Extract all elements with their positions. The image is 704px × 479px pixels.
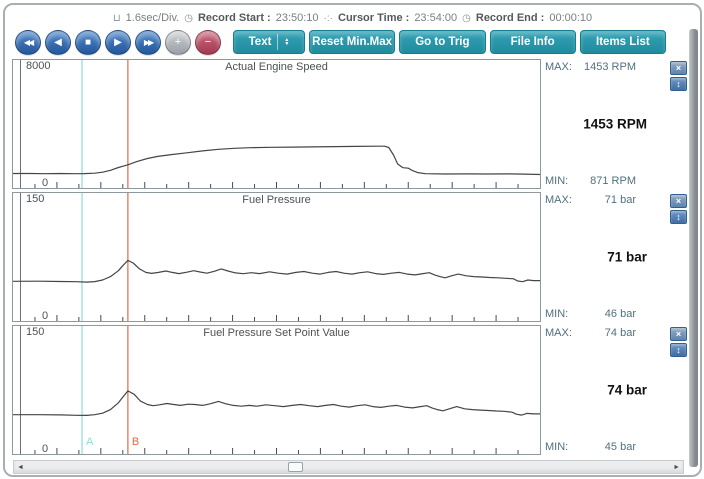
fuel-pressure-plot[interactable] — [13, 193, 540, 321]
y-axis-zero-label: 0 — [42, 177, 49, 189]
stop-icon: ■ — [84, 36, 92, 48]
reset-minmax-button[interactable]: Reset Min.Max — [309, 30, 396, 54]
y-axis-max-label: 150 — [26, 326, 45, 338]
engine-speed-chart-panel[interactable]: 8000 0 Actual Engine Speed — [12, 59, 541, 189]
reset-minmax-label: Reset Min.Max — [312, 36, 393, 48]
y-axis-max-label: 8000 — [26, 60, 51, 72]
channel-buttons: × ↕ — [670, 325, 696, 455]
max-value: 71 bar — [604, 194, 636, 206]
file-info-button[interactable]: File Info — [489, 30, 576, 54]
record-end-clock-icon: ◷ — [462, 12, 471, 24]
chart-title: Fuel Pressure Set Point Value — [203, 327, 350, 339]
max-value: 74 bar — [604, 327, 636, 339]
max-label: MAX: — [545, 194, 572, 206]
rewind-button[interactable]: ◀◀ — [15, 29, 41, 55]
play-icon: ▶ — [114, 36, 122, 48]
display-mode-dropdown[interactable]: Text ▲ ▼ — [233, 30, 305, 54]
rewind-icon: ◀◀ — [23, 37, 34, 47]
min-label: MIN: — [545, 441, 569, 453]
go-to-trig-label: Go to Trig — [415, 36, 470, 48]
spinner-arrows-icon: ▲ ▼ — [284, 36, 290, 47]
autoscale-channel-button[interactable]: ↕ — [670, 210, 687, 224]
close-channel-button[interactable]: × — [670, 194, 687, 208]
record-end-time: 00:00:10 — [549, 12, 593, 24]
min-value: 871 RPM — [590, 175, 636, 187]
cursor-crosshair-icon: ·:· — [323, 12, 333, 24]
arrow-down-icon: ▼ — [284, 41, 290, 47]
interval-icon: ⊔ — [112, 12, 121, 24]
fast-forward-button[interactable]: ▶▶ — [135, 29, 161, 55]
items-list-label: Items List — [596, 36, 650, 48]
close-channel-button[interactable]: × — [670, 61, 687, 75]
record-start-clock-icon: ◷ — [184, 12, 193, 24]
channel-rows: 8000 0 Actual Engine Speed MAX: 1453 RPM … — [12, 59, 696, 455]
max-label: MAX: — [545, 327, 572, 339]
y-axis-zero-label: 0 — [42, 443, 49, 455]
cursor-time: 23:54:00 — [414, 12, 458, 24]
min-label: MIN: — [545, 175, 569, 187]
channel-buttons: × ↕ — [670, 59, 696, 189]
zoom-out-button[interactable]: − — [195, 29, 221, 55]
step-back-button[interactable]: ◀ — [45, 29, 71, 55]
arrow-up-icon: ▲ — [284, 36, 290, 43]
scroll-right-arrow-icon[interactable]: ► — [673, 464, 680, 471]
time-per-div: 1.6sec/Div. — [125, 12, 180, 24]
channel-row-fuel-pressure: 150 0 Fuel Pressure MAX: 71 bar 71 bar MI… — [12, 192, 696, 322]
min-value: 46 bar — [604, 308, 636, 320]
stop-button[interactable]: ■ — [75, 29, 101, 55]
horizontal-scrollbar[interactable]: ◄ ► — [13, 460, 684, 474]
y-axis-max-label: 150 — [26, 193, 45, 205]
close-channel-button[interactable]: × — [670, 327, 687, 341]
fuel-pressure-info: MAX: 71 bar 71 bar MIN: 46 bar — [541, 192, 670, 322]
svg-text:B: B — [132, 436, 139, 448]
record-info-bar: ⊔ 1.6sec/Div. ◷ Record Start : 23:50:10 … — [9, 9, 696, 27]
autoscale-channel-button[interactable]: ↕ — [670, 77, 687, 91]
plus-icon: + — [174, 36, 182, 48]
max-value: 1453 RPM — [584, 61, 636, 73]
engine-speed-plot[interactable] — [13, 60, 540, 188]
fuel-pressure-chart-panel[interactable]: 150 0 Fuel Pressure — [12, 192, 541, 322]
max-label: MAX: — [545, 61, 572, 73]
items-list-button[interactable]: Items List — [579, 30, 666, 54]
hscroll-thumb[interactable] — [288, 462, 304, 472]
play-button[interactable]: ▶ — [105, 29, 131, 55]
playback-controls: ◀◀ ◀ ■ ▶ ▶▶ + − — [15, 29, 221, 55]
fuel-pressure-set-point-info: MAX: 74 bar 74 bar MIN: 45 bar — [541, 325, 670, 455]
record-start-label: Record Start : — [197, 12, 271, 24]
cursor-value: 71 bar — [607, 249, 647, 265]
min-label: MIN: — [545, 308, 569, 320]
engine-speed-info: MAX: 1453 RPM 1453 RPM MIN: 871 RPM — [541, 59, 670, 189]
dropdown-divider — [277, 34, 279, 50]
zoom-in-button[interactable]: + — [165, 29, 191, 55]
fast-forward-icon: ▶▶ — [143, 37, 154, 47]
chart-title: Actual Engine Speed — [225, 61, 328, 73]
file-info-label: File Info — [510, 36, 555, 48]
vertical-scrollbar[interactable] — [689, 29, 698, 467]
display-mode-label: Text — [248, 36, 272, 48]
step-back-icon: ◀ — [54, 36, 62, 48]
data-review-window: ⊔ 1.6sec/Div. ◷ Record Start : 23:50:10 … — [3, 3, 702, 477]
minus-icon: − — [204, 36, 212, 48]
cursor-value: 74 bar — [607, 382, 647, 398]
channel-row-engine-speed: 8000 0 Actual Engine Speed MAX: 1453 RPM … — [12, 59, 696, 189]
toolbar: ◀◀ ◀ ■ ▶ ▶▶ + − Text ▲ ▼ Reset Min.Max — [15, 28, 666, 56]
autoscale-channel-button[interactable]: ↕ — [670, 343, 687, 357]
min-value: 45 bar — [604, 441, 636, 453]
chart-title: Fuel Pressure — [242, 194, 311, 206]
svg-text:A: A — [86, 436, 94, 448]
cursor-value: 1453 RPM — [583, 116, 647, 132]
scroll-left-arrow-icon[interactable]: ◄ — [17, 464, 24, 471]
cursor-time-label: Cursor Time : — [338, 12, 410, 24]
y-axis-zero-label: 0 — [42, 310, 49, 322]
record-end-label: Record End : — [475, 12, 545, 24]
channel-buttons: × ↕ — [670, 192, 696, 322]
record-start-time: 23:50:10 — [275, 12, 319, 24]
go-to-trig-button[interactable]: Go to Trig — [399, 30, 486, 54]
